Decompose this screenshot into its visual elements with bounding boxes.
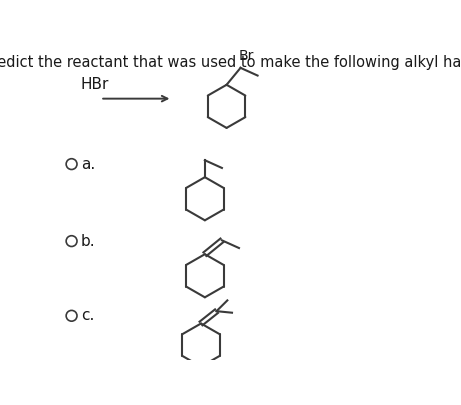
Text: HBr: HBr [81,77,109,92]
Text: b.: b. [81,234,95,249]
Text: Br: Br [239,49,254,63]
Text: c.: c. [81,308,94,323]
Text: Predict the reactant that was used to make the following alkyl halide: Predict the reactant that was used to ma… [0,55,461,70]
Text: a.: a. [81,157,95,172]
